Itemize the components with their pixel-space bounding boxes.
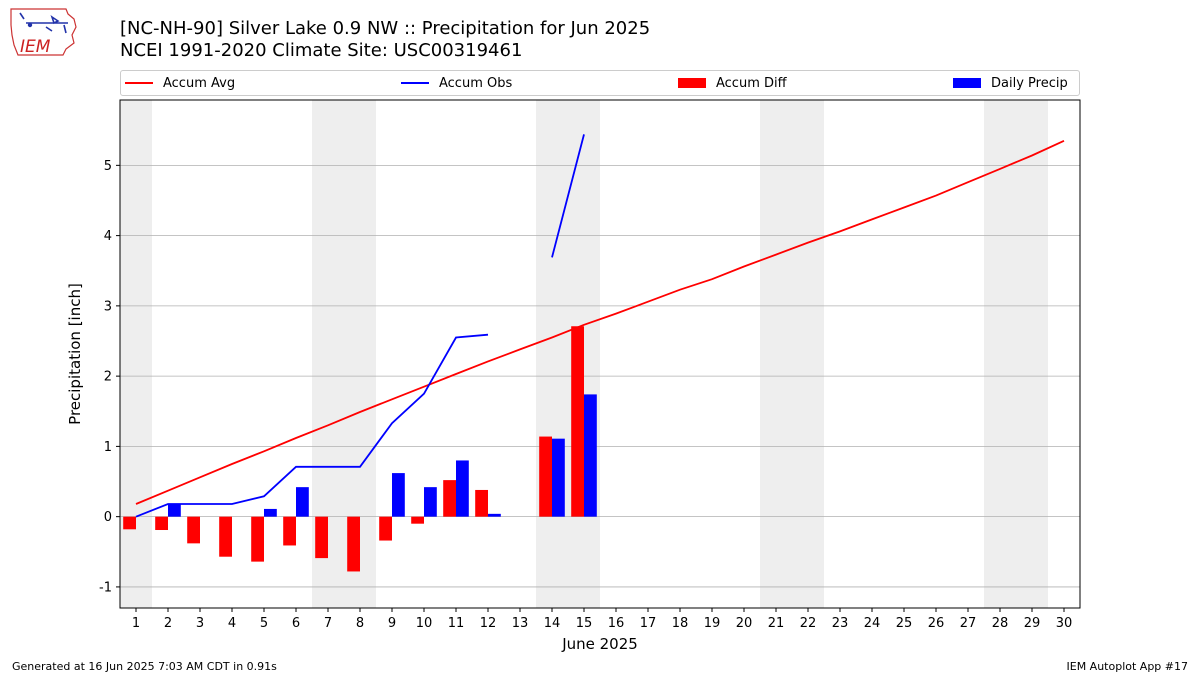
grid-lines [120,164,1080,588]
bar-daily-precip-14 [552,438,565,517]
x-tick-label-14: 14 [544,616,561,631]
x-tick-label-2: 2 [164,616,172,631]
iem-logo: IEM [10,8,77,57]
legend-label-accum-avg: Accum Avg [163,75,236,91]
x-axis: 1 2 3 4 5 6 7 8 9 10 11 12 13 14 15 16 17 18 19 20 21 22 23 24 2… [132,608,1072,631]
x-tick-label-23: 23 [832,616,849,631]
legend-label-accum-diff: Accum Diff [716,75,787,91]
legend-item-accum-obs: Accum Obs [401,74,512,92]
x-tick-label-27: 27 [960,616,977,631]
y-tick-label-5: 5 [104,159,112,174]
footer-app: IEM Autoplot App #17 [1066,660,1189,673]
y-tick-label-4: 4 [104,229,112,244]
line-accum-avg [135,139,1065,505]
x-tick-label-12: 12 [480,616,497,631]
chart-title: [NC-NH-90] Silver Lake 0.9 NW :: Precipi… [120,18,651,39]
y-tick-label-3: 3 [104,299,112,314]
legend-label-accum-obs: Accum Obs [439,75,513,91]
y-axis-label: Precipitation [inch] [66,283,84,425]
legend-label-daily-precip: Daily Precip [991,75,1068,91]
x-tick-label-3: 3 [196,616,204,631]
bar-daily-precip-2 [168,504,181,517]
bar-daily-precip-6 [296,487,309,517]
x-tick-label-26: 26 [928,616,945,631]
bar-daily-precip-11 [456,460,469,517]
x-tick-label-16: 16 [608,616,625,631]
weekend-band-22 [792,100,824,608]
x-tick-label-1: 1 [132,616,140,631]
weekend-band-28 [984,100,1016,608]
bar-accum-diff-1 [123,516,136,530]
y-tick-label-0: 0 [104,510,112,525]
bar-daily-precip-10 [424,487,437,517]
x-axis-label: June 2025 [561,635,638,653]
weekend-band-1 [120,100,152,608]
legend-swatch-accum-diff [678,78,706,88]
bar-accum-diff-11 [443,480,456,517]
bar-accum-diff-8 [347,516,360,572]
y-tick-label--1: -1 [99,580,112,595]
y-axis: -1 0 1 2 3 4 5 [99,159,120,595]
logo-text: IEM [20,37,51,57]
legend-swatch-accum-avg [125,82,153,84]
bar-accum-diff-4 [219,516,232,557]
x-tick-label-7: 7 [324,616,332,631]
legend-item-accum-avg: Accum Avg [125,74,235,92]
x-tick-label-24: 24 [864,616,881,631]
line-accum-obs [135,134,585,518]
legend-item-accum-diff: Accum Diff [678,74,787,92]
y-tick-label-2: 2 [104,370,112,385]
bar-accum-diff-9 [379,516,392,541]
bar-accum-diff-15 [571,326,584,517]
y-tick-label-1: 1 [104,440,112,455]
x-tick-label-8: 8 [356,616,364,631]
bar-daily-precip-5 [264,508,277,517]
bar-accum-diff-14 [539,436,552,517]
series-lines [135,134,1065,518]
x-tick-label-29: 29 [1024,616,1041,631]
weekend-band-29 [1016,100,1048,608]
x-tick-label-4: 4 [228,616,236,631]
legend-item-daily-precip: Daily Precip [953,74,1068,92]
x-tick-label-17: 17 [640,616,657,631]
x-tick-label-28: 28 [992,616,1009,631]
x-tick-label-22: 22 [800,616,817,631]
bar-accum-diff-7 [315,516,328,559]
x-tick-label-20: 20 [736,616,753,631]
bar-daily-precip-12 [488,513,501,517]
bar-daily-precip-15 [584,394,597,517]
bar-accum-diff-6 [283,516,296,546]
plot-frame [119,99,1081,609]
weekend-band-14 [536,100,568,608]
x-tick-label-21: 21 [768,616,785,631]
x-tick-label-15: 15 [576,616,593,631]
x-tick-label-9: 9 [388,616,396,631]
bar-accum-diff-2 [155,516,168,531]
x-tick-label-25: 25 [896,616,913,631]
x-tick-label-13: 13 [512,616,529,631]
x-tick-label-10: 10 [416,616,433,631]
legend: Accum Avg Accum Obs Accum Diff Daily Pre… [120,70,1080,96]
x-tick-label-18: 18 [672,616,689,631]
bar-accum-diff-10 [411,516,424,524]
chart-subtitle: NCEI 1991-2020 Climate Site: USC00319461 [120,40,523,61]
weekend-band-21 [760,100,792,608]
x-tick-label-6: 6 [292,616,300,631]
x-tick-label-30: 30 [1056,616,1073,631]
x-tick-label-19: 19 [704,616,721,631]
footer-generated: Generated at 16 Jun 2025 7:03 AM CDT in … [12,660,277,673]
bars [123,326,597,572]
bar-accum-diff-3 [187,516,200,544]
x-tick-label-5: 5 [260,616,268,631]
bar-accum-diff-12 [475,489,488,517]
bar-accum-diff-5 [251,516,264,562]
x-tick-label-11: 11 [448,616,465,631]
legend-swatch-daily-precip [953,78,981,88]
bar-daily-precip-9 [392,473,405,517]
legend-swatch-accum-obs [401,82,429,84]
